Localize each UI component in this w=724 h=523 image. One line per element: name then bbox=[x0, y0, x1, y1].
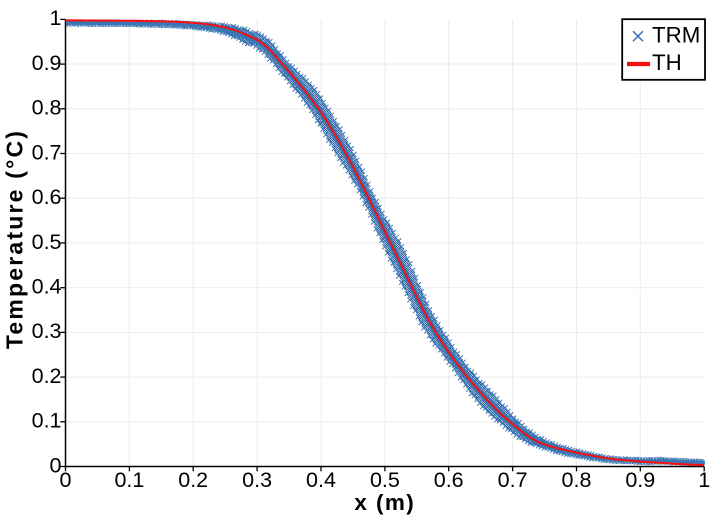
svg-text:0.5: 0.5 bbox=[370, 468, 400, 492]
svg-text:0.9: 0.9 bbox=[32, 51, 62, 75]
svg-text:0.6: 0.6 bbox=[32, 185, 62, 209]
svg-text:0.2: 0.2 bbox=[178, 468, 208, 492]
svg-text:Temperature (°C): Temperature (°C) bbox=[1, 129, 27, 349]
svg-text:TH: TH bbox=[652, 50, 682, 75]
svg-text:0.9: 0.9 bbox=[625, 468, 655, 492]
svg-text:0.6: 0.6 bbox=[434, 468, 464, 492]
svg-text:0.7: 0.7 bbox=[32, 140, 62, 164]
svg-text:0.4: 0.4 bbox=[32, 275, 62, 299]
svg-text:TRM: TRM bbox=[652, 22, 700, 47]
svg-text:0.1: 0.1 bbox=[32, 409, 62, 433]
svg-text:0.1: 0.1 bbox=[114, 468, 144, 492]
svg-text:0: 0 bbox=[50, 453, 62, 477]
svg-text:0.8: 0.8 bbox=[32, 96, 62, 120]
svg-text:1: 1 bbox=[698, 468, 710, 492]
svg-text:0.4: 0.4 bbox=[306, 468, 336, 492]
svg-text:0.7: 0.7 bbox=[498, 468, 528, 492]
svg-text:0.3: 0.3 bbox=[32, 319, 62, 343]
svg-text:0.5: 0.5 bbox=[32, 230, 62, 254]
svg-text:x (m): x (m) bbox=[354, 490, 415, 515]
svg-text:1: 1 bbox=[50, 6, 62, 30]
svg-text:0.2: 0.2 bbox=[32, 364, 62, 388]
svg-text:0: 0 bbox=[60, 468, 72, 492]
svg-text:0.3: 0.3 bbox=[242, 468, 272, 492]
svg-text:0.8: 0.8 bbox=[562, 468, 592, 492]
